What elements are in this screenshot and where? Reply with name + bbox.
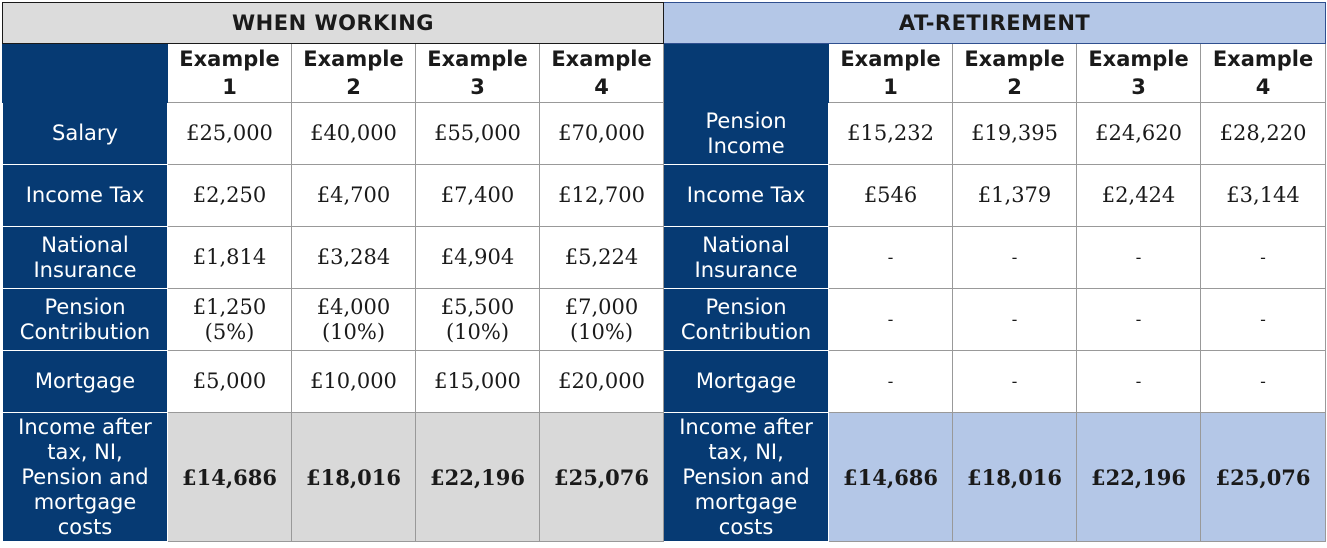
working-value-cell: £20,000 bbox=[538, 350, 665, 413]
retirement-value-cell: £28,220 bbox=[1200, 102, 1327, 165]
retirement-example-header: Example 1 bbox=[828, 43, 954, 103]
retirement-row-label: Income Tax bbox=[663, 164, 830, 227]
retirement-corner-cell bbox=[663, 43, 830, 103]
salary-row: Salary £25,000 £40,000 £55,000 £70,000 Pensio… bbox=[2, 102, 1327, 165]
working-value-cell: £14,686 bbox=[167, 412, 292, 542]
working-value-cell: £5,500 (10%) bbox=[415, 288, 540, 351]
working-value-cell: £70,000 bbox=[538, 102, 665, 165]
retirement-value-cell: - bbox=[1200, 350, 1327, 413]
working-value-cell: £10,000 bbox=[291, 350, 416, 413]
retirement-value-cell: - bbox=[952, 288, 1078, 351]
pension-contribution-row: Pension Contribution £1,250 (5%) £4,000 (10%)… bbox=[2, 288, 1327, 351]
retirement-value-cell: - bbox=[828, 350, 954, 413]
working-value-cell: £15,000 bbox=[415, 350, 540, 413]
working-row-label: Pension Contribution bbox=[2, 288, 168, 351]
working-value-cell: £12,700 bbox=[538, 164, 665, 227]
working-example-header: Example 1 bbox=[167, 43, 292, 103]
retirement-value-cell: - bbox=[1200, 288, 1327, 351]
income-tax-row: Income Tax £2,250 £4,700 £7,400 £12,700 Incom… bbox=[2, 164, 1327, 227]
retirement-value-cell: £2,424 bbox=[1076, 164, 1202, 227]
mortgage-row: Mortgage £5,000 £10,000 £15,000 £20,000 Mortg… bbox=[2, 350, 1327, 413]
working-example-header: Example 2 bbox=[291, 43, 416, 103]
retirement-value-cell: £546 bbox=[828, 164, 954, 227]
retirement-row-label: Pension Contribution bbox=[663, 288, 830, 351]
working-value-cell: £1,814 bbox=[167, 226, 292, 289]
income-after-costs-row: Income after tax, NI, Pension and mortgage c… bbox=[2, 412, 1327, 542]
working-value-cell: £40,000 bbox=[291, 102, 416, 165]
retirement-value-cell: £22,196 bbox=[1076, 412, 1202, 542]
working-value-cell: £4,000 (10%) bbox=[291, 288, 416, 351]
at-retirement-header: AT-RETIREMENT bbox=[663, 2, 1327, 44]
working-example-header: Example 3 bbox=[415, 43, 540, 103]
national-insurance-row: National Insurance £1,814 £3,284 £4,904 £5,22… bbox=[2, 226, 1327, 289]
working-value-cell: £2,250 bbox=[167, 164, 292, 227]
working-row-label: Mortgage bbox=[2, 350, 168, 413]
working-row-label: Salary bbox=[2, 102, 168, 165]
retirement-row-label: National Insurance bbox=[663, 226, 830, 289]
retirement-row-label: Mortgage bbox=[663, 350, 830, 413]
retirement-value-cell: - bbox=[1076, 226, 1202, 289]
retirement-example-header: Example 3 bbox=[1076, 43, 1202, 103]
retirement-value-cell: £3,144 bbox=[1200, 164, 1327, 227]
retirement-value-cell: £1,379 bbox=[952, 164, 1078, 227]
retirement-example-header: Example 4 bbox=[1200, 43, 1327, 103]
retirement-value-cell: £24,620 bbox=[1076, 102, 1202, 165]
retirement-value-cell: £14,686 bbox=[828, 412, 954, 542]
working-value-cell: £18,016 bbox=[291, 412, 416, 542]
working-value-cell: £25,000 bbox=[167, 102, 292, 165]
retirement-row-label: Income after tax, NI, Pension and mortgage c… bbox=[663, 412, 830, 542]
working-row-label: Income Tax bbox=[2, 164, 168, 227]
retirement-example-header: Example 2 bbox=[952, 43, 1078, 103]
working-value-cell: £5,000 bbox=[167, 350, 292, 413]
retirement-value-cell: - bbox=[952, 226, 1078, 289]
working-value-cell: £1,250 (5%) bbox=[167, 288, 292, 351]
working-value-cell: £25,076 bbox=[538, 412, 665, 542]
retirement-value-cell: £19,395 bbox=[952, 102, 1078, 165]
working-value-cell: £3,284 bbox=[291, 226, 416, 289]
working-value-cell: £5,224 bbox=[538, 226, 665, 289]
working-value-cell: £7,400 bbox=[415, 164, 540, 227]
working-value-cell: £55,000 bbox=[415, 102, 540, 165]
retirement-row-label: Pension Income bbox=[663, 102, 830, 165]
working-row-label: National Insurance bbox=[2, 226, 168, 289]
working-value-cell: £22,196 bbox=[415, 412, 540, 542]
retirement-value-cell: £25,076 bbox=[1200, 412, 1327, 542]
working-value-cell: £7,000 (10%) bbox=[538, 288, 665, 351]
retirement-value-cell: £15,232 bbox=[828, 102, 954, 165]
retirement-value-cell: - bbox=[952, 350, 1078, 413]
retirement-value-cell: - bbox=[828, 288, 954, 351]
retirement-value-cell: - bbox=[828, 226, 954, 289]
retirement-value-cell: - bbox=[1076, 288, 1202, 351]
retirement-value-cell: - bbox=[1076, 350, 1202, 413]
retirement-value-cell: - bbox=[1200, 226, 1327, 289]
working-value-cell: £4,700 bbox=[291, 164, 416, 227]
when-working-header: WHEN WORKING bbox=[1, 2, 665, 44]
working-row-label: Income after tax, NI, Pension and mortgage c… bbox=[2, 412, 168, 542]
working-example-header: Example 4 bbox=[538, 43, 665, 103]
working-value-cell: £4,904 bbox=[415, 226, 540, 289]
working-corner-cell bbox=[2, 43, 168, 103]
retirement-value-cell: £18,016 bbox=[952, 412, 1078, 542]
